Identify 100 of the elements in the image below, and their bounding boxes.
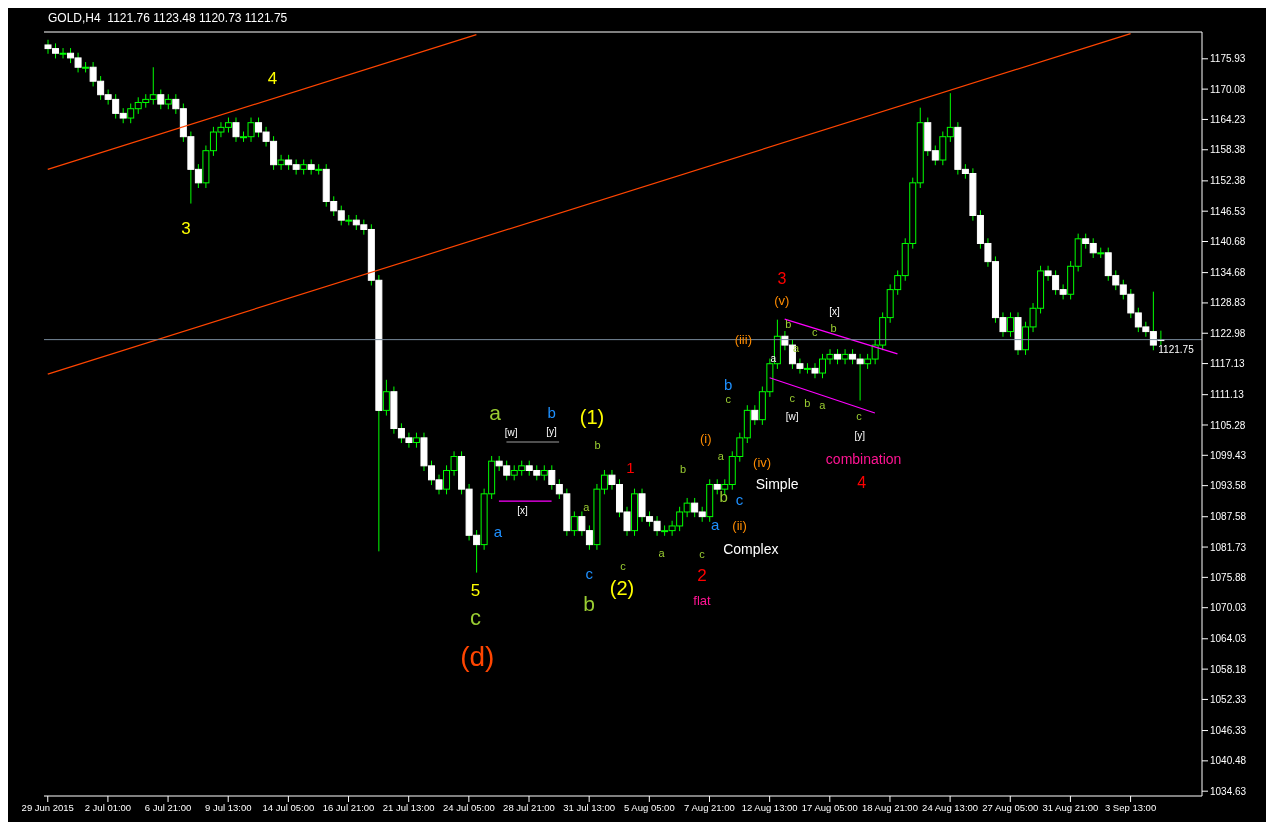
y-tick-label: 1046.33 <box>1210 725 1247 737</box>
annotation: b <box>719 487 728 505</box>
annotation: 1 <box>626 459 635 477</box>
y-tick-label: 1111.13 <box>1210 389 1245 401</box>
annotation: 5 <box>470 581 481 601</box>
annotation: a <box>770 352 777 364</box>
annotation: c <box>620 559 627 572</box>
annotation: 4 <box>857 474 867 492</box>
annotation: (i) <box>699 430 712 446</box>
annotation: combination <box>825 451 902 468</box>
candlestick <box>803 362 811 375</box>
x-tick-label: 14 Jul 05:00 <box>262 801 315 813</box>
y-tick-label: 1140.68 <box>1210 236 1246 248</box>
y-tick-label: 1170.08 <box>1210 83 1246 95</box>
x-tick-label: 9 Jul 13:00 <box>204 801 252 813</box>
x-tick-label: 16 Jul 21:00 <box>322 801 375 813</box>
annotation: 3 <box>181 218 191 238</box>
y-tick-label: 1064.03 <box>1210 633 1247 645</box>
x-tick-label: 12 Aug 13:00 <box>741 801 798 813</box>
y-tick-label: 1093.58 <box>1210 480 1247 492</box>
annotation: [w] <box>785 411 799 423</box>
x-tick-label: 5 Aug 05:00 <box>623 801 675 813</box>
annotation: [w] <box>504 427 518 439</box>
annotation: [x] <box>829 305 840 317</box>
x-tick-label: 24 Jul 05:00 <box>442 801 495 813</box>
annotation: (d) <box>460 640 495 672</box>
y-tick-label: 1146.53 <box>1210 205 1246 217</box>
y-tick-label: 1128.83 <box>1210 297 1246 309</box>
annotation: b <box>547 404 556 422</box>
x-tick-label: 17 Aug 05:00 <box>801 801 858 813</box>
y-tick-label: 1175.93 <box>1210 53 1246 65</box>
annotation: b <box>724 375 733 393</box>
y-tick-label: 1075.88 <box>1210 571 1247 583</box>
annotation: a <box>710 515 720 533</box>
x-tick-label: 7 Aug 21:00 <box>684 801 735 813</box>
x-tick-label: 31 Jul 13:00 <box>563 801 616 813</box>
y-tick-label: 1158.38 <box>1210 144 1246 156</box>
annotation: c <box>699 547 706 560</box>
chart-title: GOLD,H4 1121.76 1123.48 1120.73 1121.75 <box>47 10 289 27</box>
annotation: b <box>830 321 837 334</box>
x-tick-label: 31 Aug 21:00 <box>1042 801 1099 813</box>
candlestick <box>59 47 67 59</box>
annotation: (v) <box>774 293 790 309</box>
annotation: b <box>804 396 811 409</box>
annotation: 2 <box>697 566 707 586</box>
annotation: 4 <box>267 69 278 89</box>
x-tick-label: 27 Aug 05:00 <box>982 801 1039 813</box>
y-tick-label: 1070.03 <box>1210 602 1247 614</box>
annotation: c <box>585 564 594 582</box>
annotation: b <box>785 317 792 330</box>
annotation: a <box>658 546 666 559</box>
x-tick-label: 2 Jul 01:00 <box>84 801 132 813</box>
y-tick-label: 1099.43 <box>1210 449 1247 461</box>
candlestick <box>1006 311 1014 338</box>
annotation: a <box>819 399 827 412</box>
annotation: (1) <box>579 405 605 428</box>
y-tick-label: 1164.23 <box>1210 113 1246 125</box>
annotation: b <box>583 591 596 615</box>
x-tick-label: 18 Aug 21:00 <box>861 801 918 813</box>
annotation: c <box>812 326 818 339</box>
y-tick-label: 1034.63 <box>1210 785 1247 797</box>
x-tick-label: 3 Sep 13:00 <box>1104 801 1157 813</box>
annotation: c <box>735 491 744 509</box>
y-tick-label: 1117.13 <box>1210 358 1246 370</box>
candlestick <box>315 163 323 176</box>
x-tick-label: 28 Jul 21:00 <box>503 801 555 813</box>
annotation: a <box>717 449 725 462</box>
annotation: a <box>493 523 503 541</box>
annotation: (2) <box>609 577 635 600</box>
x-tick-label: 24 Aug 13:00 <box>922 801 979 813</box>
x-tick-label: 29 Jun 2015 <box>21 801 74 813</box>
annotation: Simple <box>755 476 799 493</box>
annotation: (ii) <box>732 517 747 533</box>
annotation: c <box>856 409 863 422</box>
candlestick <box>841 348 849 365</box>
annotation: [y] <box>854 429 866 441</box>
annotation: Complex <box>723 541 779 558</box>
annotation: c <box>789 392 796 405</box>
candlestick <box>570 510 578 537</box>
annotation: a <box>489 401 502 425</box>
annotation: [x] <box>517 504 528 516</box>
annotation: b <box>594 439 601 452</box>
annotation: 3 <box>777 270 787 288</box>
y-tick-label: 1152.38 <box>1210 175 1246 187</box>
y-tick-label: 1122.98 <box>1210 327 1246 339</box>
y-tick-label: 1105.28 <box>1210 419 1246 431</box>
annotation: c <box>725 392 732 405</box>
annotation: b <box>680 463 687 476</box>
ref-line-label: 1121.75 <box>1158 343 1195 355</box>
y-tick-label: 1058.18 <box>1210 663 1247 675</box>
annotation: a <box>583 500 591 513</box>
y-tick-label: 1134.68 <box>1210 267 1246 279</box>
y-tick-label: 1052.33 <box>1210 693 1247 705</box>
annotation: flat <box>693 592 712 608</box>
annotation: (iv) <box>753 454 772 470</box>
y-tick-label: 1040.48 <box>1210 755 1247 767</box>
x-tick-label: 6 Jul 21:00 <box>144 801 192 813</box>
annotation: [y] <box>546 426 558 438</box>
annotation: (iii) <box>734 332 752 348</box>
candlestick <box>382 379 390 417</box>
